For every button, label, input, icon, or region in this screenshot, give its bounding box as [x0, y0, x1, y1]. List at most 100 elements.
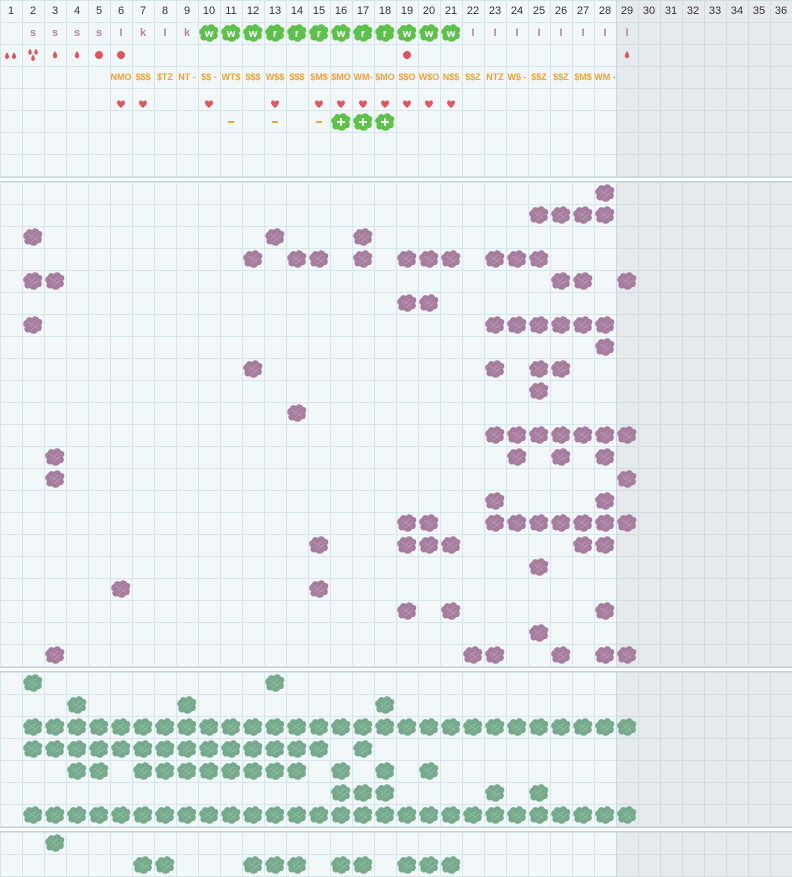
purple-block[interactable] — [550, 424, 572, 446]
green-block[interactable] — [220, 760, 242, 782]
purple-block[interactable] — [594, 490, 616, 512]
letter-chip[interactable]: w — [440, 22, 462, 44]
green-block[interactable] — [44, 738, 66, 760]
green-block[interactable] — [286, 738, 308, 760]
purple-block[interactable] — [550, 314, 572, 336]
green-block[interactable] — [176, 738, 198, 760]
green-block[interactable] — [22, 672, 44, 694]
letter-chip[interactable]: w — [220, 22, 242, 44]
green-block[interactable] — [308, 804, 330, 826]
green-block[interactable] — [550, 804, 572, 826]
green-block[interactable] — [154, 804, 176, 826]
plus-icon[interactable] — [374, 111, 396, 133]
purple-block[interactable] — [528, 512, 550, 534]
green-block[interactable] — [66, 760, 88, 782]
purple-block[interactable] — [242, 358, 264, 380]
minus-icon[interactable] — [264, 111, 286, 133]
green-block[interactable] — [440, 854, 462, 876]
purple-block[interactable] — [484, 644, 506, 666]
purple-block[interactable] — [44, 270, 66, 292]
purple-block[interactable] — [396, 292, 418, 314]
purple-block[interactable] — [308, 248, 330, 270]
green-block[interactable] — [22, 716, 44, 738]
purple-block[interactable] — [440, 534, 462, 556]
green-block[interactable] — [330, 804, 352, 826]
green-block[interactable] — [132, 760, 154, 782]
letter-chip[interactable]: w — [242, 22, 264, 44]
purple-block[interactable] — [528, 204, 550, 226]
purple-block[interactable] — [572, 512, 594, 534]
purple-block[interactable] — [506, 248, 528, 270]
purple-block[interactable] — [550, 358, 572, 380]
purple-block[interactable] — [594, 600, 616, 622]
green-block[interactable] — [88, 760, 110, 782]
green-block[interactable] — [220, 716, 242, 738]
green-block[interactable] — [88, 738, 110, 760]
purple-block[interactable] — [352, 226, 374, 248]
green-block[interactable] — [110, 716, 132, 738]
green-block[interactable] — [242, 804, 264, 826]
purple-block[interactable] — [440, 600, 462, 622]
green-block[interactable] — [308, 738, 330, 760]
green-block[interactable] — [374, 782, 396, 804]
purple-block[interactable] — [550, 270, 572, 292]
purple-block[interactable] — [528, 556, 550, 578]
green-block[interactable] — [396, 716, 418, 738]
purple-block[interactable] — [418, 292, 440, 314]
green-block[interactable] — [264, 716, 286, 738]
green-block[interactable] — [594, 804, 616, 826]
purple-block[interactable] — [528, 380, 550, 402]
heart-icon[interactable] — [264, 93, 286, 115]
green-block[interactable] — [176, 804, 198, 826]
green-block[interactable] — [264, 672, 286, 694]
green-block[interactable] — [88, 716, 110, 738]
green-block[interactable] — [154, 716, 176, 738]
purple-block[interactable] — [528, 622, 550, 644]
purple-block[interactable] — [550, 446, 572, 468]
purple-block[interactable] — [44, 446, 66, 468]
purple-block[interactable] — [594, 314, 616, 336]
green-block[interactable] — [616, 716, 638, 738]
letter-chip[interactable]: w — [330, 22, 352, 44]
purple-block[interactable] — [506, 512, 528, 534]
purple-block[interactable] — [396, 534, 418, 556]
green-block[interactable] — [176, 694, 198, 716]
green-block[interactable] — [132, 738, 154, 760]
green-block[interactable] — [528, 782, 550, 804]
green-block[interactable] — [352, 854, 374, 876]
purple-block[interactable] — [594, 336, 616, 358]
purple-block[interactable] — [44, 644, 66, 666]
purple-block[interactable] — [484, 314, 506, 336]
green-block[interactable] — [66, 804, 88, 826]
heart-icon[interactable] — [132, 93, 154, 115]
heart-icon[interactable] — [110, 93, 132, 115]
purple-block[interactable] — [484, 358, 506, 380]
green-block[interactable] — [66, 716, 88, 738]
purple-block[interactable] — [242, 248, 264, 270]
purple-block[interactable] — [462, 644, 484, 666]
purple-block[interactable] — [396, 512, 418, 534]
purple-block[interactable] — [484, 248, 506, 270]
minus-icon[interactable] — [308, 111, 330, 133]
letter-chip[interactable]: r — [264, 22, 286, 44]
green-block[interactable] — [418, 716, 440, 738]
green-block[interactable] — [242, 760, 264, 782]
green-block[interactable] — [286, 854, 308, 876]
green-block[interactable] — [506, 804, 528, 826]
green-block[interactable] — [440, 716, 462, 738]
purple-block[interactable] — [484, 512, 506, 534]
purple-block[interactable] — [616, 270, 638, 292]
letter-chip[interactable]: w — [198, 22, 220, 44]
green-block[interactable] — [286, 760, 308, 782]
green-block[interactable] — [418, 854, 440, 876]
purple-block[interactable] — [506, 446, 528, 468]
purple-block[interactable] — [110, 578, 132, 600]
purple-block[interactable] — [528, 314, 550, 336]
green-block[interactable] — [572, 716, 594, 738]
purple-block[interactable] — [594, 644, 616, 666]
green-block[interactable] — [462, 804, 484, 826]
heart-icon[interactable] — [198, 93, 220, 115]
purple-block[interactable] — [44, 468, 66, 490]
green-block[interactable] — [264, 760, 286, 782]
green-block[interactable] — [198, 716, 220, 738]
